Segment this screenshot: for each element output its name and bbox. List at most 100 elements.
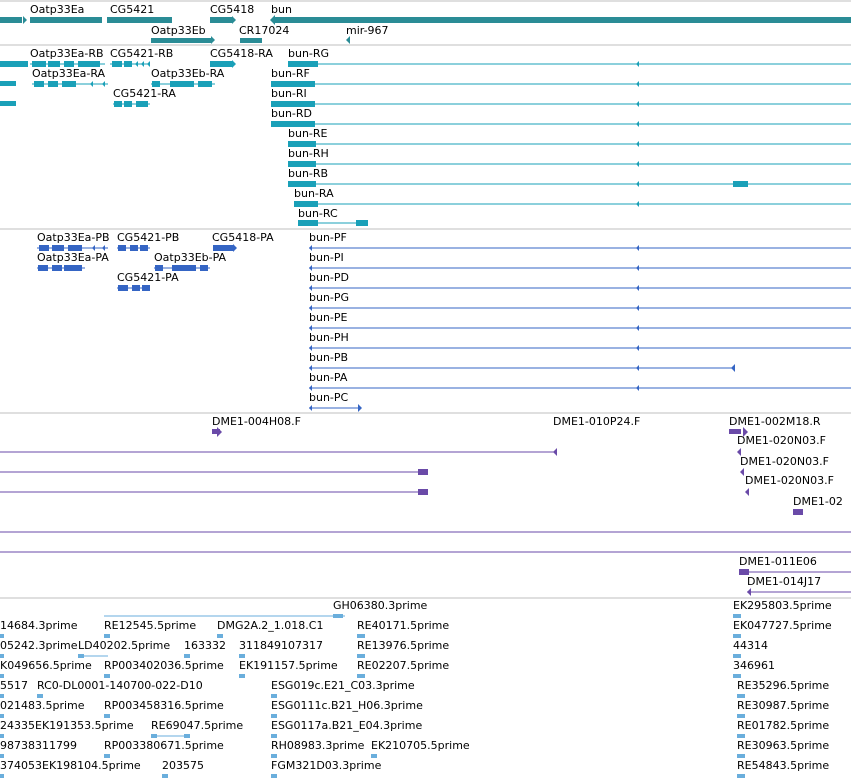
feature-label[interactable]: Oatp33Eb-PA [154, 251, 227, 264]
feature-label[interactable]: RE35296.5prime [737, 679, 829, 692]
feature-label[interactable]: Oatp33Ea-PA [37, 251, 109, 264]
feature-label[interactable]: CG5421-PA [117, 271, 179, 284]
feature-label[interactable]: bun-RF [271, 67, 310, 80]
feature-label[interactable]: 05242.3prime [0, 639, 78, 652]
feature-label[interactable]: DME1-020N03.F [740, 455, 829, 468]
feature-label[interactable]: CG5421-PB [117, 231, 179, 244]
feature-label[interactable]: bun-RE [288, 127, 328, 140]
feature-label[interactable]: bun-RH [288, 147, 329, 160]
feature-label[interactable]: bun-PI [309, 251, 344, 264]
feature-label[interactable]: Oatp33Ea-RB [30, 47, 104, 60]
feature-label[interactable]: bun [271, 3, 292, 16]
feature-label[interactable]: Oatp33Ea-PB [37, 231, 110, 244]
left-arrow-icon [102, 245, 105, 251]
feature-label[interactable]: RH08983.3prime [271, 739, 365, 752]
feature-label[interactable]: DME1-004H08.F [212, 415, 301, 428]
feature-label[interactable]: RE12545.5prime [104, 619, 196, 632]
feature-label[interactable]: LD40202.5prime [78, 639, 170, 652]
feature-label[interactable]: RE30963.5prime [737, 739, 829, 752]
feature-label[interactable]: DME1-010P24.F [553, 415, 640, 428]
feature-label[interactable]: RE54843.5prime [737, 759, 829, 772]
feature-label[interactable]: 374053EK198104.5prime [0, 759, 141, 772]
feature-label[interactable]: CG5418-PA [212, 231, 274, 244]
feature-block [356, 220, 368, 226]
feature-label[interactable]: bun-RD [271, 107, 312, 120]
feature-label[interactable]: RC0-DL0001-140700-022-D10 [37, 679, 203, 692]
feature-label[interactable]: bun-PF [309, 231, 347, 244]
feature-label[interactable]: Oatp33Eb [151, 24, 206, 37]
feature-label[interactable]: 5517 [0, 679, 28, 692]
feature-label[interactable]: 346961 [733, 659, 775, 672]
feature-label[interactable]: bun-PE [309, 311, 348, 324]
feature-label[interactable]: bun-PB [309, 351, 348, 364]
feature-label[interactable]: DME1-02 [793, 495, 843, 508]
feature-label[interactable]: EK191157.5prime [239, 659, 338, 672]
left-arrow-icon [636, 385, 639, 391]
feature-label[interactable]: 44314 [733, 639, 768, 652]
feature-label[interactable]: 98738311799 [0, 739, 77, 752]
right-arrow-icon [743, 427, 748, 437]
feature-label[interactable]: ESG0117a.B21_E04.3prime [271, 719, 422, 732]
feature-label[interactable]: bun-PA [309, 371, 348, 384]
feature-label[interactable]: mir-967 [346, 24, 389, 37]
feature-label[interactable]: ESG0111c.B21_H06.3prime [271, 699, 423, 712]
feature-label[interactable]: bun-RI [271, 87, 307, 100]
feature-block [114, 101, 122, 107]
feature-label[interactable]: RP003402036.5prime [104, 659, 224, 672]
left-arrow-icon [309, 305, 312, 311]
feature-block [68, 245, 82, 251]
feature-label[interactable]: bun-PH [309, 331, 349, 344]
feature-label[interactable]: bun-PD [309, 271, 349, 284]
gene-bun [275, 17, 851, 23]
feature-label[interactable]: Oatp33Ea [30, 3, 84, 16]
left-arrow-icon [747, 588, 751, 596]
feature-label[interactable]: ESG019c.E21_C03.3prime [271, 679, 415, 692]
feature-label[interactable]: bun-RB [288, 167, 328, 180]
left-arrow-icon [309, 325, 312, 331]
feature-label[interactable]: CG5418 [210, 3, 254, 16]
feature-label[interactable]: RE40171.5prime [357, 619, 449, 632]
feature-label[interactable]: GH06380.3prime [333, 599, 428, 612]
feature-label[interactable]: DMG2A.2_1.018.C1 [217, 619, 323, 632]
feature-label[interactable]: FGM321D03.3prime [271, 759, 382, 772]
feature-label[interactable]: RE69047.5prime [151, 719, 243, 732]
feature-label[interactable]: CG5421-RB [110, 47, 173, 60]
feature-label[interactable]: 14684.3prime [0, 619, 78, 632]
feature-block [142, 285, 150, 291]
feature-label[interactable]: DME1-014J17 [747, 575, 821, 588]
feature-label[interactable]: DME1-011E06 [739, 555, 817, 568]
feature-label[interactable]: EK295803.5prime [733, 599, 832, 612]
feature-label[interactable]: bun-RG [288, 47, 329, 60]
feature-label[interactable]: DME1-020N03.F [745, 474, 834, 487]
feature-label[interactable]: K049656.5prime [0, 659, 92, 672]
feature-label[interactable]: 24335EK191353.5prime [0, 719, 134, 732]
feature-block [124, 101, 132, 107]
feature-label[interactable]: RE02207.5prime [357, 659, 449, 672]
feature-label[interactable]: RP003380671.5prime [104, 739, 224, 752]
feature-label[interactable]: bun-PC [309, 391, 349, 404]
feature-label[interactable]: CG5421-RA [113, 87, 176, 100]
feature-label[interactable]: CG5421 [110, 3, 154, 16]
feature-label[interactable]: bun-PG [309, 291, 349, 304]
left-arrow-icon [636, 325, 639, 331]
feature-label[interactable]: EK210705.5prime [371, 739, 470, 752]
feature-label[interactable]: Oatp33Ea-RA [32, 67, 106, 80]
feature-label[interactable]: 311849107317 [239, 639, 323, 652]
feature-label[interactable]: 203575 [162, 759, 204, 772]
feature-label[interactable]: RE13976.5prime [357, 639, 449, 652]
feature-label[interactable]: RE30987.5prime [737, 699, 829, 712]
feature-label[interactable]: 163332 [184, 639, 226, 652]
feature-label[interactable]: CR17024 [239, 24, 289, 37]
feature-label[interactable]: Oatp33Eb-RA [151, 67, 225, 80]
feature-label[interactable]: EK047727.5prime [733, 619, 832, 632]
feature-label[interactable]: RE01782.5prime [737, 719, 829, 732]
feature-label[interactable]: bun-RA [294, 187, 334, 200]
feature-label[interactable]: DME1-002M18.R [729, 415, 821, 428]
feature-label[interactable]: DME1-020N03.F [737, 434, 826, 447]
feature-block [64, 61, 74, 67]
est-block [0, 714, 4, 718]
feature-label[interactable]: CG5418-RA [210, 47, 273, 60]
feature-label[interactable]: bun-RC [298, 207, 338, 220]
feature-label[interactable]: RP003458316.5prime [104, 699, 224, 712]
feature-label[interactable]: 021483.5prime [0, 699, 85, 712]
